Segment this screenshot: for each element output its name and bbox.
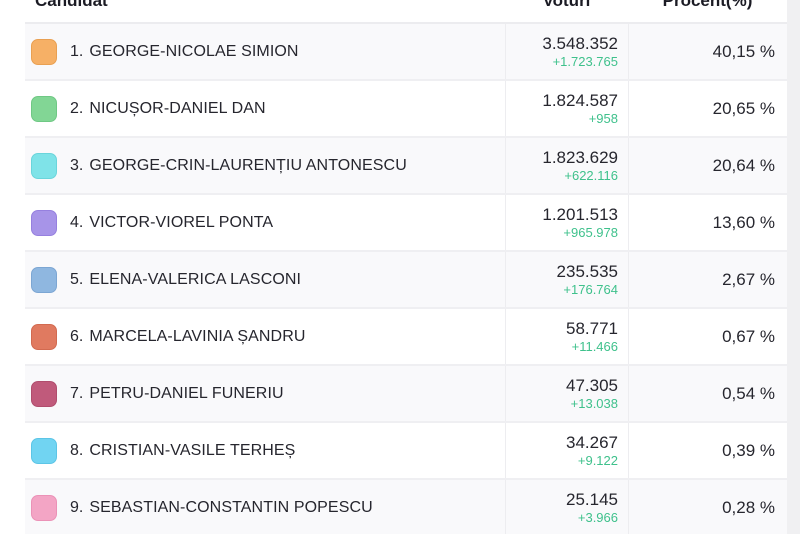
candidate-rank: 8.: [70, 441, 84, 459]
percent-value: 13,60 %: [628, 195, 787, 250]
votes-delta: +1.723.765: [552, 53, 618, 69]
table-row: 5. ELENA-VALERICA LASCONI 235.535 +176.7…: [25, 252, 787, 309]
votes-value: 34.267: [566, 432, 618, 452]
candidate-color-swatch: [31, 437, 57, 464]
votes-delta: +965.978: [563, 224, 618, 240]
table-row: 1. GEORGE-NICOLAE SIMION 3.548.352 +1.72…: [25, 24, 787, 81]
candidate-name: MARCELA-LAVINIA ȘANDRU: [89, 327, 306, 345]
votes-delta: +176.764: [563, 281, 618, 297]
candidate-name: GEORGE-NICOLAE SIMION: [89, 42, 299, 60]
candidate-color-swatch: [31, 38, 57, 65]
candidate-cell: 9. SEBASTIAN-CONSTANTIN POPESCU: [25, 480, 505, 534]
table-row: 3. GEORGE-CRIN-LAURENȚIU ANTONESCU 1.823…: [25, 138, 787, 195]
percent-value: 0,54 %: [628, 366, 787, 421]
percent-value: 20,64 %: [628, 138, 787, 193]
candidate-cell: 2. NICUȘOR-DANIEL DAN: [25, 81, 505, 136]
votes-delta: +9.122: [577, 452, 618, 468]
percent-value: 2,67 %: [628, 252, 787, 307]
votes-cell: 235.535 +176.764: [505, 252, 628, 307]
candidate-name: VICTOR-VIOREL PONTA: [89, 213, 274, 231]
candidate-color-swatch: [31, 380, 57, 407]
candidate-cell: 3. GEORGE-CRIN-LAURENȚIU ANTONESCU: [25, 138, 505, 193]
header-percent: Procent(%): [662, 0, 753, 10]
percent-value: 0,67 %: [628, 309, 787, 364]
percent-value: 40,15 %: [628, 24, 787, 79]
percent-value: 20,65 %: [628, 81, 787, 136]
candidate-name: SEBASTIAN-CONSTANTIN POPESCU: [89, 498, 373, 516]
percent-value: 0,39 %: [628, 423, 787, 478]
votes-delta: +622.116: [564, 167, 618, 183]
candidate-rank: 5.: [70, 270, 84, 288]
candidate-rank: 6.: [70, 327, 84, 345]
table-row: 6. MARCELA-LAVINIA ȘANDRU 58.771 +11.466…: [25, 309, 787, 366]
table-header-row: Candidat Voturi Procent(%): [25, 0, 787, 11]
candidate-color-swatch: [31, 209, 57, 236]
votes-value: 25.145: [566, 489, 618, 509]
votes-value: 235.535: [556, 261, 618, 281]
votes-value: 1.201.513: [542, 204, 618, 224]
candidate-cell: 5. ELENA-VALERICA LASCONI: [25, 252, 505, 307]
table-row: 8. CRISTIAN-VASILE TERHEȘ 34.267 +9.122 …: [25, 423, 787, 480]
candidate-name: NICUȘOR-DANIEL DAN: [89, 99, 266, 117]
results-table: Candidat Voturi Procent(%) 1. GEORGE-NIC…: [25, 0, 787, 534]
percent-value: 0,28 %: [628, 480, 787, 534]
votes-delta: +958: [588, 110, 618, 126]
votes-delta: +13.038: [570, 395, 618, 411]
results-body: 1. GEORGE-NICOLAE SIMION 3.548.352 +1.72…: [25, 24, 787, 534]
candidate-rank: 7.: [70, 384, 84, 402]
candidate-rank: 1.: [70, 42, 84, 60]
candidate-color-swatch: [31, 152, 57, 179]
votes-value: 1.824.587: [542, 90, 618, 110]
table-row: 9. SEBASTIAN-CONSTANTIN POPESCU 25.145 +…: [25, 480, 787, 534]
votes-cell: 47.305 +13.038: [505, 366, 628, 421]
candidate-cell: 7. PETRU-DANIEL FUNERIU: [25, 366, 505, 421]
table-row: 2. NICUȘOR-DANIEL DAN 1.824.587 +958 20,…: [25, 81, 787, 138]
candidate-rank: 4.: [70, 213, 84, 231]
header-candidate: Candidat: [35, 0, 108, 10]
table-header: Candidat Voturi Procent(%): [25, 0, 787, 24]
votes-value: 3.548.352: [542, 33, 618, 53]
candidate-color-swatch: [31, 266, 57, 293]
candidate-name: PETRU-DANIEL FUNERIU: [89, 384, 284, 402]
candidate-name: CRISTIAN-VASILE TERHEȘ: [89, 441, 296, 459]
votes-delta: +3.966: [577, 509, 618, 525]
votes-cell: 3.548.352 +1.723.765: [505, 24, 628, 79]
votes-cell: 25.145 +3.966: [505, 480, 628, 534]
candidate-cell: 8. CRISTIAN-VASILE TERHEȘ: [25, 423, 505, 478]
candidate-rank: 9.: [70, 498, 84, 516]
votes-cell: 1.823.629 +622.116: [505, 138, 628, 193]
votes-delta: +11.466: [571, 338, 618, 354]
table-row: 4. VICTOR-VIOREL PONTA 1.201.513 +965.97…: [25, 195, 787, 252]
candidate-name: GEORGE-CRIN-LAURENȚIU ANTONESCU: [89, 156, 407, 174]
votes-cell: 58.771 +11.466: [505, 309, 628, 364]
votes-cell: 1.201.513 +965.978: [505, 195, 628, 250]
candidate-rank: 2.: [70, 99, 84, 117]
candidate-name: ELENA-VALERICA LASCONI: [89, 270, 302, 288]
candidate-color-swatch: [31, 323, 57, 350]
table-row: 7. PETRU-DANIEL FUNERIU 47.305 +13.038 0…: [25, 366, 787, 423]
votes-value: 47.305: [566, 375, 618, 395]
votes-value: 1.823.629: [542, 147, 618, 167]
votes-value: 58.771: [566, 318, 618, 338]
header-votes: Voturi: [542, 0, 591, 10]
candidate-cell: 1. GEORGE-NICOLAE SIMION: [25, 24, 505, 79]
right-gutter: [787, 0, 800, 534]
candidate-cell: 4. VICTOR-VIOREL PONTA: [25, 195, 505, 250]
votes-cell: 34.267 +9.122: [505, 423, 628, 478]
candidate-color-swatch: [31, 494, 57, 521]
candidate-cell: 6. MARCELA-LAVINIA ȘANDRU: [25, 309, 505, 364]
votes-cell: 1.824.587 +958: [505, 81, 628, 136]
candidate-rank: 3.: [70, 156, 84, 174]
candidate-color-swatch: [31, 95, 57, 122]
